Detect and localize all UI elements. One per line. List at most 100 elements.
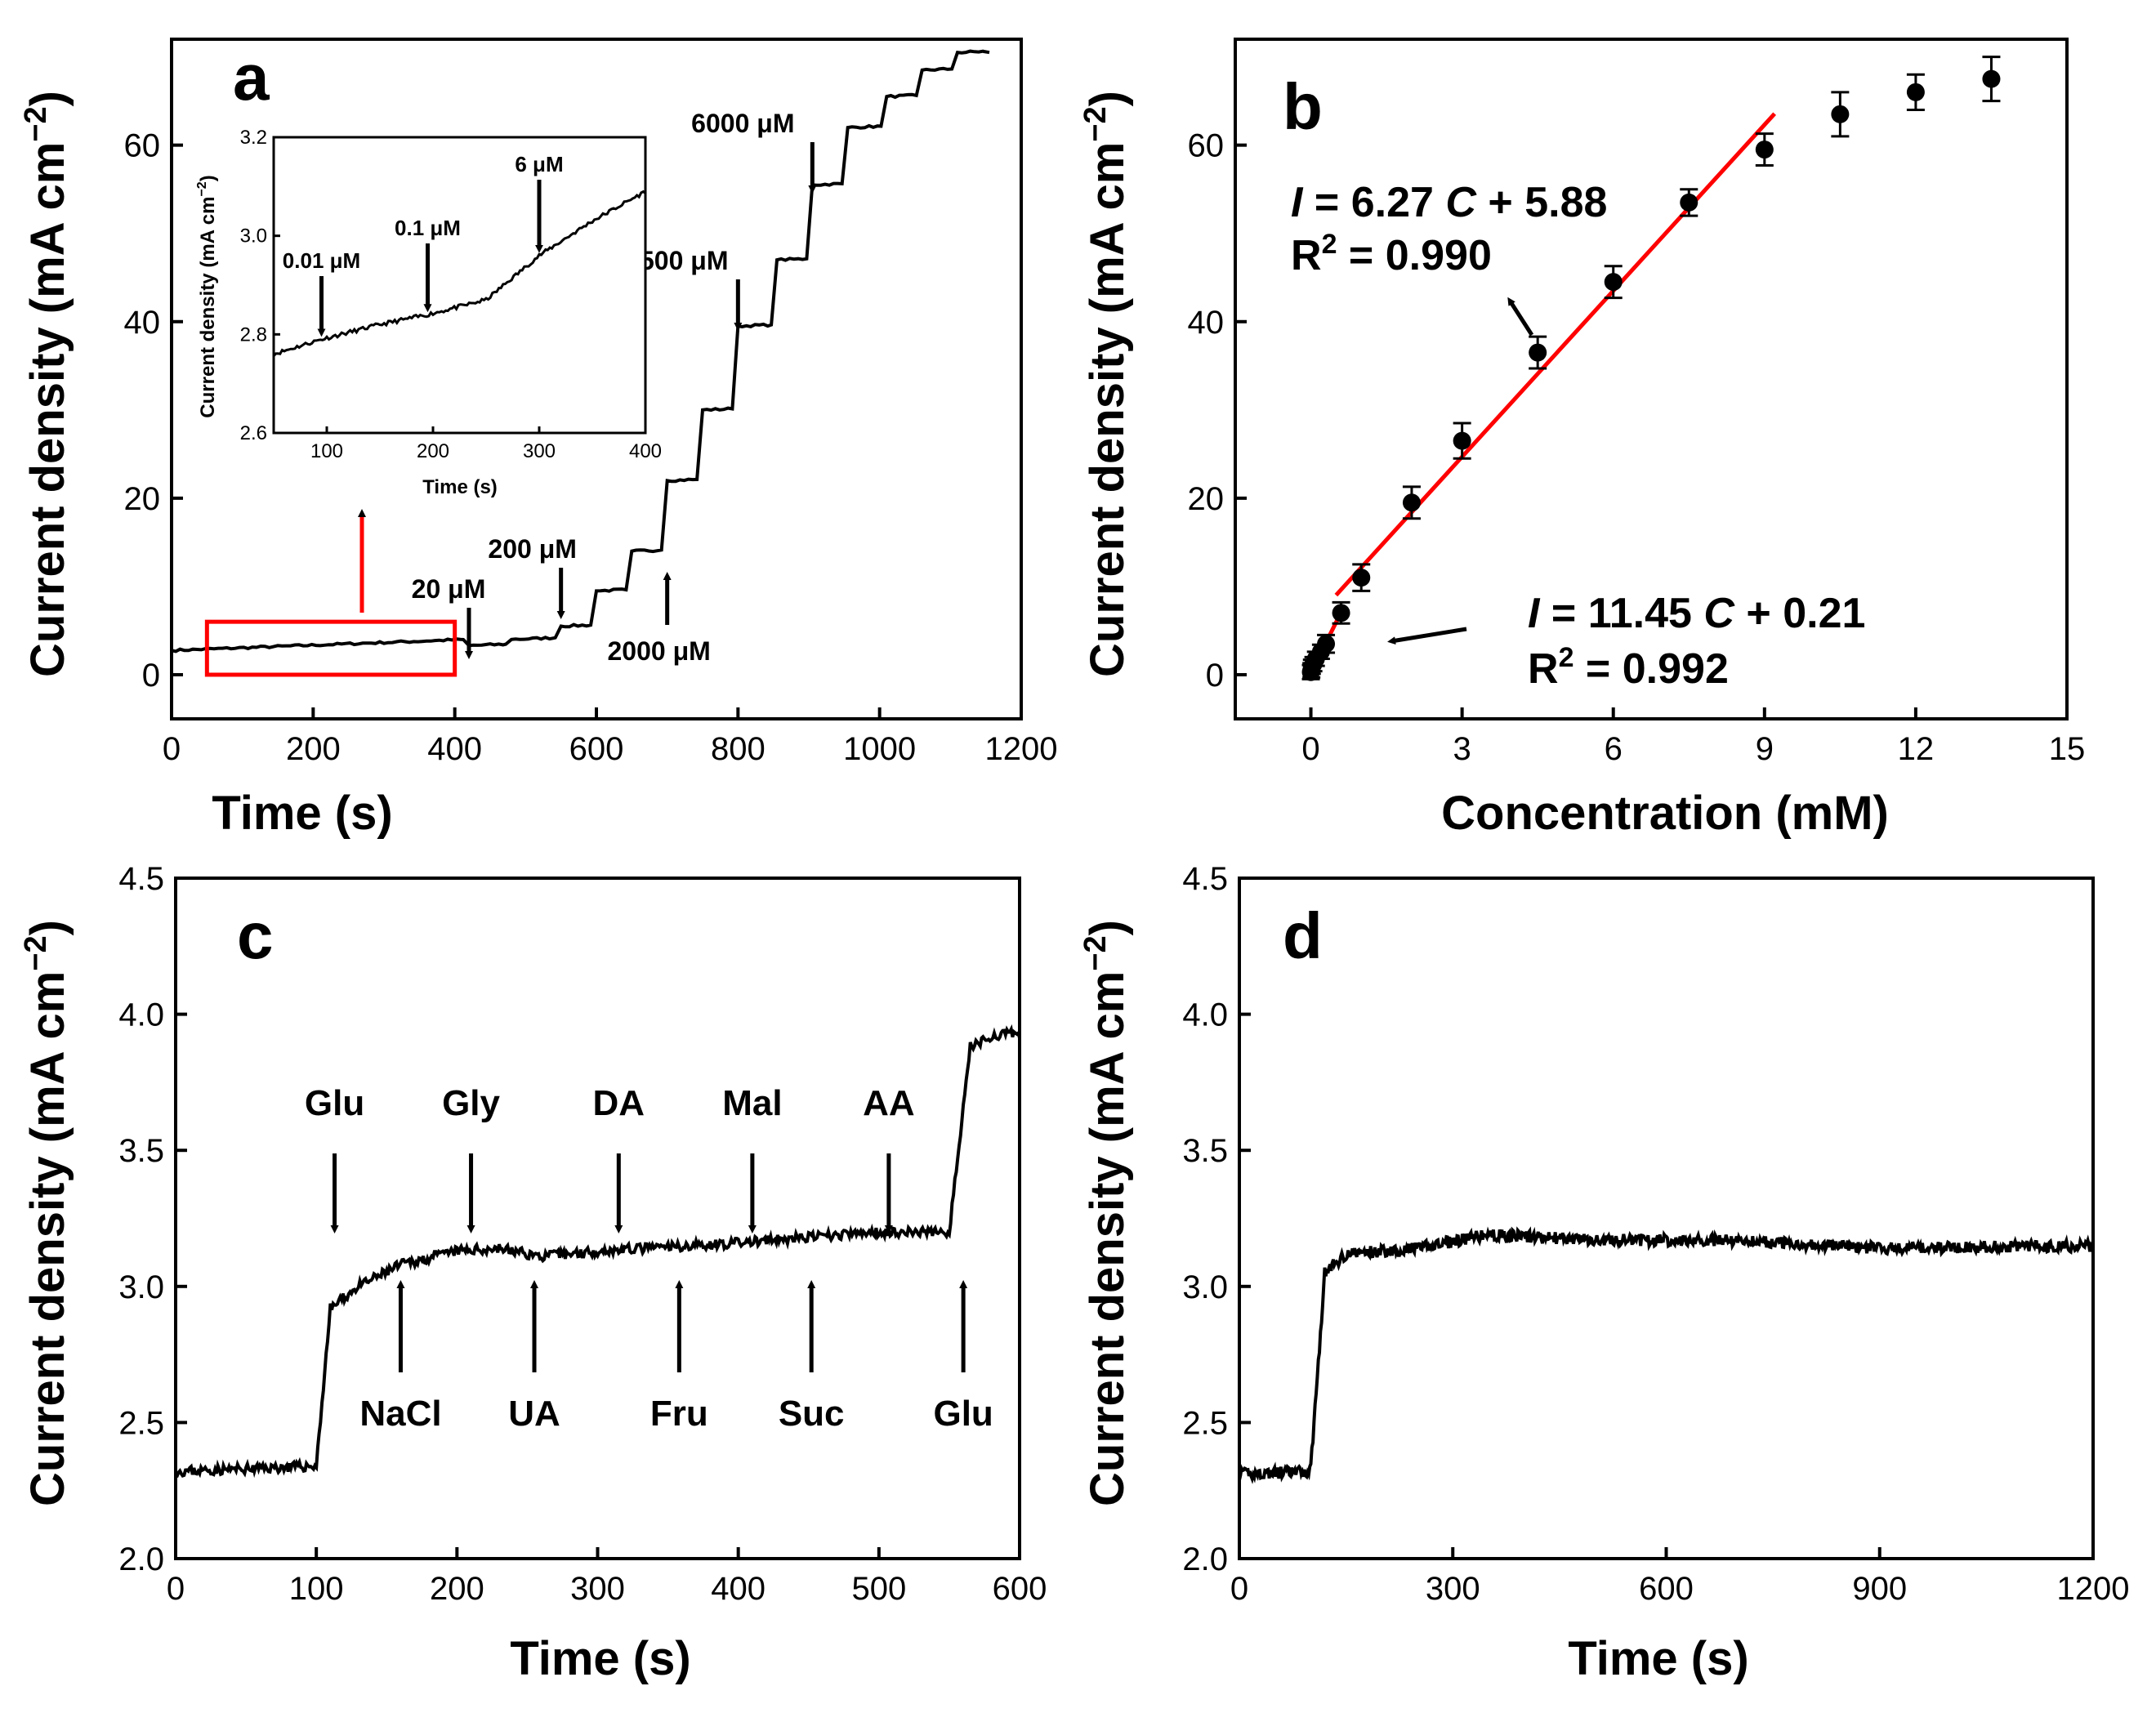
panel-c-x-tick-label: 300 <box>570 1571 625 1607</box>
panel-d-x-tick-label: 300 <box>1426 1571 1480 1607</box>
arrow-to-high-fit <box>1507 297 1534 337</box>
panel-d-y-tick-label: 2.0 <box>1182 1541 1228 1577</box>
panel-b-data-point <box>1402 493 1421 512</box>
panel-b-y-tick-label: 60 <box>1188 128 1225 164</box>
panel-b-frame <box>1234 38 2069 720</box>
panel-b-y-tick-label: 0 <box>1206 658 1224 694</box>
panel-c-x-tick-label: 0 <box>167 1571 185 1607</box>
fit-equation-high-range: I = 6.27 C + 5.88 <box>1291 179 1607 226</box>
panel-a-x-axis-label: Time (s) <box>212 787 392 840</box>
inset-x-tick-label: 200 <box>417 440 449 462</box>
panel-b-data-point <box>1352 569 1371 587</box>
inset-x-tick-label: 300 <box>523 440 556 462</box>
panel-c-bottom-label: Fru <box>650 1394 708 1434</box>
panel-a-step-label: 6000 μM <box>691 109 794 138</box>
panel-a-step-label: 20 μM <box>412 574 486 604</box>
panel-c-frame <box>174 877 1021 1560</box>
panel-d-y-tick-label: 4.5 <box>1182 861 1228 897</box>
panel-b-plot-area: 0 3 6 9 12 15 0 20 40 60 <box>1188 38 2086 767</box>
panel-c-y-tick-label: 2.0 <box>118 1541 164 1577</box>
panel-d-y-tick-label: 3.0 <box>1182 1269 1228 1305</box>
inset-step-label: 6 μM <box>515 152 563 176</box>
panel-b-x-tick-label: 9 <box>1756 731 1774 767</box>
panel-b-y-axis-label: Current density (mA cm−2) <box>1078 91 1134 677</box>
panel-b-x-tick-label: 3 <box>1453 731 1471 767</box>
panel-c-y-axis-label: Current density (mA cm−2) <box>19 920 74 1506</box>
panel-c-chart: 0 100 200 300 400 500 600 2.0 2.5 3.0 3.5 4.0 4.5 Glu… <box>19 861 1047 1685</box>
panel-c-current-trace <box>175 1024 1021 1479</box>
r-squared-high-range: R2 = 0.990 <box>1291 229 1492 279</box>
inset-y-tick-label: 3.2 <box>240 127 267 149</box>
arrow-to-low-fit <box>1387 627 1467 645</box>
panel-d-y-tick-label: 3.5 <box>1182 1133 1228 1169</box>
panel-c-x-axis-label: Time (s) <box>510 1632 690 1685</box>
panel-b-data-point <box>1529 343 1547 362</box>
panel-b-data-point <box>1906 83 1925 101</box>
panel-d-current-trace <box>1238 1226 2095 1484</box>
panel-c-letter: c <box>237 899 274 972</box>
panel-c-top-label: DA <box>593 1083 645 1123</box>
panel-b-x-tick-label: 0 <box>1301 731 1319 767</box>
panel-b-chart: 0 3 6 9 12 15 0 20 40 60 b Concentration (mM) Cur… <box>1078 38 2086 840</box>
panel-a-y-axis-label: Current density (mA cm−2) <box>19 91 74 677</box>
panel-c-bottom-label: UA <box>508 1394 560 1434</box>
panel-c-x-tick-label: 600 <box>993 1571 1047 1607</box>
inset-step-label: 0.01 μM <box>283 248 360 273</box>
panel-b-x-tick-label: 15 <box>2049 731 2086 767</box>
panel-a-current-trace <box>171 49 990 654</box>
panel-d-x-axis-label: Time (s) <box>1568 1632 1748 1685</box>
panel-a-x-tick-label: 1000 <box>843 731 916 767</box>
panel-b-data-point <box>1332 604 1350 622</box>
panel-c-x-tick-label: 100 <box>289 1571 344 1607</box>
panel-a-x-tick-label: 400 <box>427 731 482 767</box>
panel-d-y-tick-label: 2.5 <box>1182 1405 1228 1441</box>
panel-a-step-label: 200 μM <box>488 534 577 564</box>
panel-c-y-tick-label: 2.5 <box>118 1405 164 1441</box>
panel-c-bottom-label: Suc <box>779 1394 845 1434</box>
panel-d-chart: 0 300 600 900 1200 2.0 2.5 3.0 3.5 4.0 4.5 d Time … <box>1078 861 2129 1685</box>
panel-a-x-tick-label: 600 <box>569 731 624 767</box>
panel-b-x-axis-label: Concentration (mM) <box>1441 787 1889 840</box>
panel-b-data-point <box>1680 193 1698 212</box>
panel-c-top-label: Mal <box>722 1083 782 1123</box>
panel-d-y-tick-label: 4.0 <box>1182 997 1228 1033</box>
panel-a-y-tick-label: 60 <box>124 128 161 164</box>
panel-c-top-label: AA <box>863 1083 915 1123</box>
panel-a-y-tick-label: 0 <box>142 658 160 694</box>
panel-c-x-tick-label: 200 <box>430 1571 484 1607</box>
inset-frame <box>272 136 647 435</box>
panel-a-x-tick-label: 0 <box>163 731 181 767</box>
inset-current-trace <box>272 190 646 357</box>
panel-b-letter: b <box>1283 70 1323 143</box>
panel-a-y-tick-label: 20 <box>124 481 161 517</box>
fit-equation-low-range: I = 11.45 C + 0.21 <box>1528 590 1865 637</box>
inset-step-label: 0.1 μM <box>395 216 461 240</box>
panel-b-data-point <box>1453 431 1471 450</box>
panel-b-data-point <box>1755 141 1774 159</box>
panel-d-x-tick-label: 1200 <box>2057 1571 2130 1607</box>
panel-c-y-tick-label: 4.5 <box>118 861 164 897</box>
inset-x-axis-label: Time (s) <box>422 476 498 498</box>
panel-a-step-label: 2000 μM <box>608 636 711 666</box>
panel-a-x-tick-label: 800 <box>711 731 766 767</box>
panel-c-y-tick-label: 3.0 <box>118 1269 164 1305</box>
panel-a-x-tick-label: 1200 <box>985 731 1058 767</box>
panel-b-data-point <box>1831 105 1850 123</box>
panel-b-data-point <box>1317 635 1336 654</box>
panel-c-bottom-label: Glu <box>933 1394 993 1434</box>
panel-b-data-point <box>1982 69 2001 88</box>
panel-d-letter: d <box>1283 899 1323 972</box>
inset-x-tick-label: 400 <box>629 440 662 462</box>
panel-b-y-tick-label: 20 <box>1188 481 1225 517</box>
inset-y-tick-label: 3.0 <box>240 225 267 248</box>
panel-c-bottom-label: NaCl <box>359 1394 441 1434</box>
inset-y-tick-label: 2.8 <box>240 323 267 346</box>
panel-c-x-tick-label: 400 <box>711 1571 766 1607</box>
panel-c-x-tick-label: 500 <box>851 1571 906 1607</box>
panel-a-x-tick-label: 200 <box>286 731 341 767</box>
inset-x-tick-label: 100 <box>310 440 343 462</box>
panel-d-y-axis-label: Current density (mA cm−2) <box>1078 920 1134 1506</box>
